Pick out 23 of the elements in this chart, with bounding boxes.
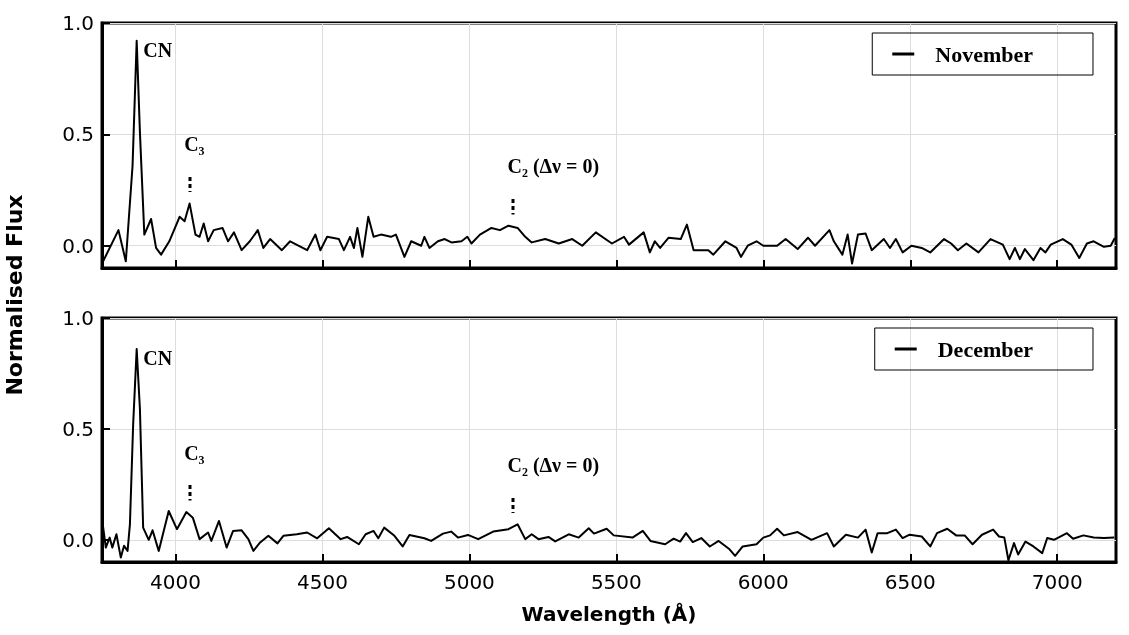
annotation: C₃ — [184, 132, 205, 155]
x-tick-label: 7000 — [1031, 570, 1083, 594]
y-axis-title: Normalised Flux — [1, 194, 27, 396]
annotation: C₂ (Δν = 0) — [507, 453, 600, 476]
y-tick-label: 0.5 — [62, 416, 94, 441]
y-tick-label: 1.0 — [62, 11, 94, 35]
legend-label: November — [935, 41, 1034, 67]
annotation: CN — [143, 347, 173, 370]
x-tick-label: 5500 — [590, 570, 642, 594]
x-tick-label: 4000 — [150, 570, 201, 594]
y-tick-label: 0.0 — [62, 233, 94, 258]
x-tick-label: 5000 — [443, 570, 495, 594]
x-tick-label: 4500 — [296, 570, 348, 594]
y-tick-label: 1.0 — [62, 306, 94, 330]
annotation: CN — [143, 38, 173, 61]
annotation: C₂ (Δν = 0) — [507, 155, 600, 178]
x-axis-title: Wavelength (Å) — [521, 602, 697, 626]
x-tick-label: 6000 — [737, 570, 789, 594]
x-tick-label: 6500 — [884, 570, 936, 594]
legend-label: December — [937, 336, 1034, 362]
y-tick-label: 0.0 — [62, 527, 94, 552]
y-tick-label: 0.5 — [62, 122, 94, 147]
annotation: C₃ — [184, 441, 205, 464]
